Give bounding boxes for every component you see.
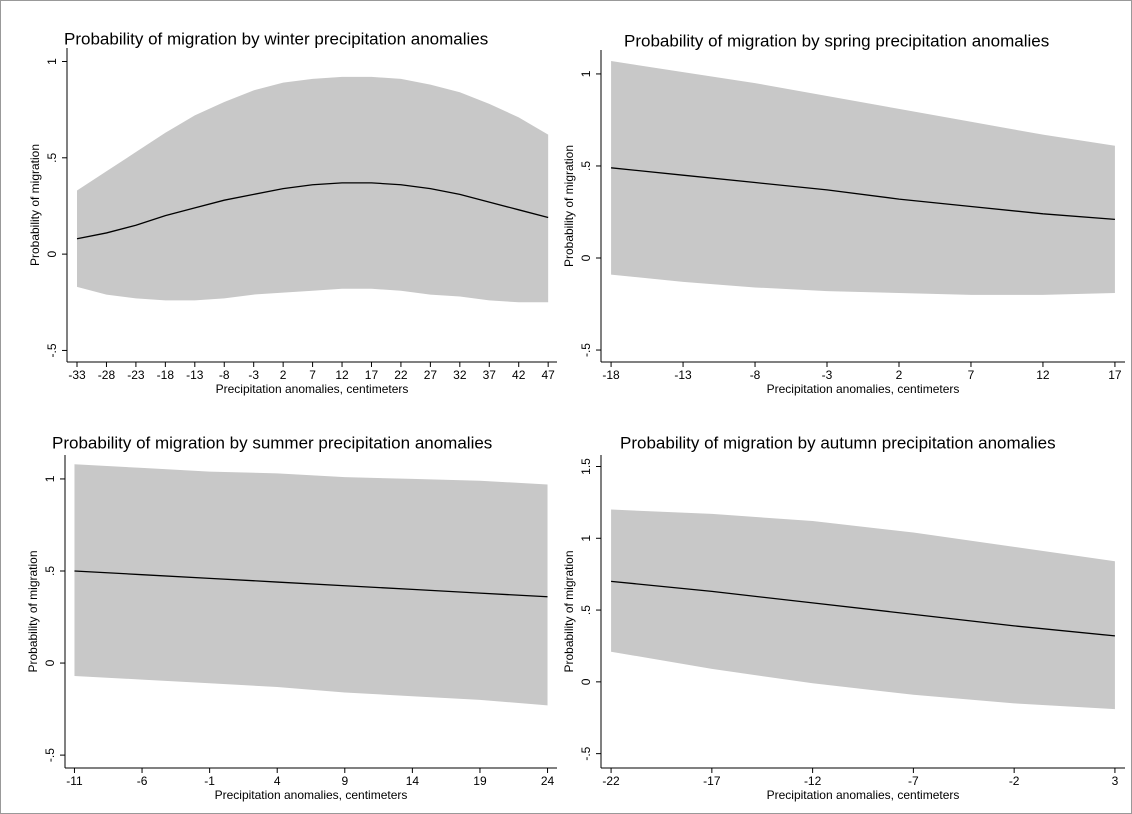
x-tick-label: -23 bbox=[127, 368, 145, 382]
x-tick-label: 22 bbox=[394, 368, 408, 382]
y-tick-label: -.5 bbox=[45, 343, 59, 357]
x-tick-label: 9 bbox=[341, 774, 348, 788]
y-axis-title: Probability of migration bbox=[28, 144, 42, 266]
y-tick-label: .5 bbox=[579, 161, 593, 171]
x-tick-label: 12 bbox=[335, 368, 349, 382]
x-tick-label: -1 bbox=[204, 774, 215, 788]
x-tick-label: 47 bbox=[541, 368, 555, 382]
x-axis-title: Precipitation anomalies, centimeters bbox=[215, 788, 408, 802]
x-tick-label: -8 bbox=[750, 368, 761, 382]
confidence-band bbox=[611, 61, 1115, 295]
chart-title: Probability of migration by spring preci… bbox=[624, 31, 1049, 50]
x-tick-label: 17 bbox=[365, 368, 379, 382]
y-tick-label: 0 bbox=[579, 678, 593, 685]
y-tick-label: 1 bbox=[579, 535, 593, 542]
y-tick-label: -.5 bbox=[579, 343, 593, 357]
confidence-band bbox=[77, 76, 549, 303]
x-tick-label: 2 bbox=[280, 368, 287, 382]
x-tick-label: 42 bbox=[512, 368, 526, 382]
y-tick-label: .5 bbox=[45, 152, 59, 162]
y-tick-label: .5 bbox=[43, 566, 57, 576]
x-tick-label: 32 bbox=[453, 368, 467, 382]
y-axis-title: Probability of migration bbox=[562, 145, 576, 267]
confidence-band bbox=[611, 509, 1115, 710]
x-tick-label: 14 bbox=[406, 774, 420, 788]
x-tick-label: 24 bbox=[541, 774, 555, 788]
y-axis-title: Probability of migration bbox=[26, 550, 40, 672]
x-axis-title: Precipitation anomalies, centimeters bbox=[216, 382, 409, 396]
x-tick-label: -18 bbox=[602, 368, 620, 382]
y-tick-label: 1.5 bbox=[579, 458, 593, 475]
x-tick-label: -12 bbox=[804, 774, 822, 788]
y-tick-label: .5 bbox=[579, 605, 593, 615]
y-tick-label: -.5 bbox=[43, 748, 57, 762]
y-tick-label: 0 bbox=[43, 659, 57, 666]
line bbox=[611, 580, 1115, 637]
x-tick-label: -2 bbox=[1009, 774, 1020, 788]
x-tick-label: 2 bbox=[896, 368, 903, 382]
x-tick-label: 17 bbox=[1108, 368, 1122, 382]
x-tick-label: -3 bbox=[822, 368, 833, 382]
x-tick-label: -13 bbox=[186, 368, 204, 382]
x-tick-label: -33 bbox=[68, 368, 86, 382]
x-tick-label: 19 bbox=[473, 774, 487, 788]
y-tick-label: 0 bbox=[45, 250, 59, 257]
x-axis-title: Precipitation anomalies, centimeters bbox=[767, 382, 960, 396]
y-tick-label: 1 bbox=[43, 475, 57, 482]
x-tick-label: -18 bbox=[157, 368, 175, 382]
x-tick-label: 27 bbox=[424, 368, 438, 382]
confidence-band bbox=[74, 464, 548, 706]
x-tick-label: -13 bbox=[674, 368, 692, 382]
y-tick-label: 1 bbox=[45, 58, 59, 65]
chart-title: Probability of migration by autumn preci… bbox=[620, 433, 1056, 452]
x-tick-label: -7 bbox=[908, 774, 919, 788]
x-tick-label: -17 bbox=[703, 774, 721, 788]
y-axis-title: Probability of migration bbox=[562, 550, 576, 672]
chart-title: Probability of migration by winter preci… bbox=[64, 29, 488, 48]
x-tick-label: -3 bbox=[248, 368, 259, 382]
y-tick-label: 1 bbox=[579, 70, 593, 77]
y-tick-label: -.5 bbox=[579, 746, 593, 760]
x-tick-label: -28 bbox=[98, 368, 116, 382]
line bbox=[74, 570, 548, 598]
x-tick-label: -6 bbox=[137, 774, 148, 788]
line bbox=[611, 167, 1115, 220]
x-axis-title: Precipitation anomalies, centimeters bbox=[767, 788, 960, 802]
x-tick-label: -11 bbox=[66, 774, 83, 788]
x-tick-label: 12 bbox=[1036, 368, 1050, 382]
x-tick-label: -22 bbox=[602, 774, 620, 788]
x-tick-label: 7 bbox=[309, 368, 316, 382]
x-tick-label: 4 bbox=[274, 774, 281, 788]
x-tick-label: 3 bbox=[1112, 774, 1119, 788]
line bbox=[76, 182, 549, 240]
x-tick-label: 37 bbox=[483, 368, 497, 382]
x-tick-label: -8 bbox=[219, 368, 230, 382]
y-tick-label: 0 bbox=[579, 254, 593, 261]
chart-title: Probability of migration by summer preci… bbox=[52, 433, 492, 452]
x-tick-label: 7 bbox=[968, 368, 975, 382]
